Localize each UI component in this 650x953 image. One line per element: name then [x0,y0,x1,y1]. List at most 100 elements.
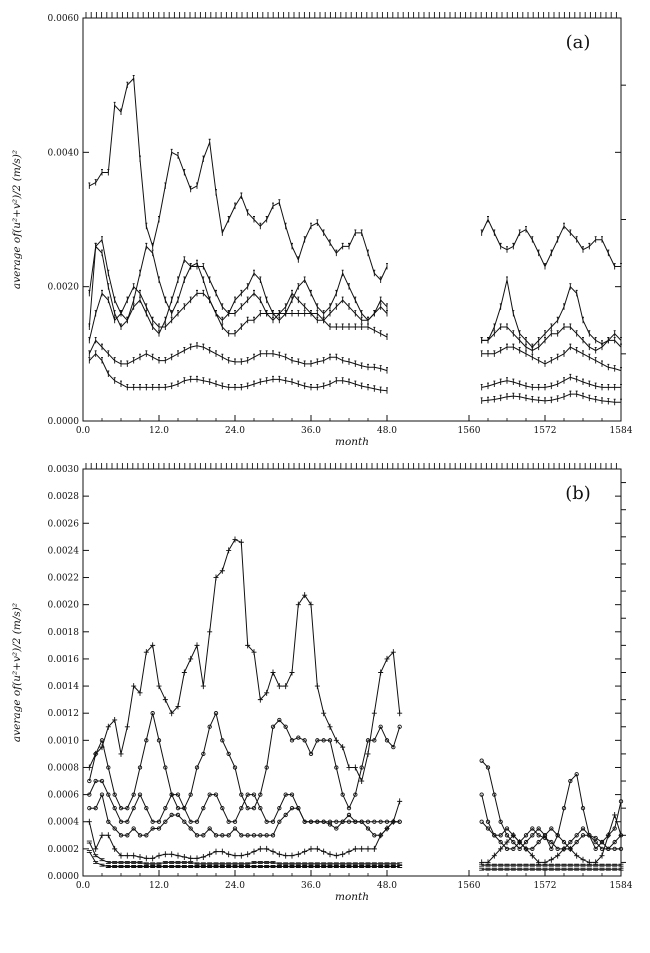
data-point [245,792,250,797]
data-point [101,236,103,243]
data-point [493,229,496,236]
data-point [126,81,129,89]
data-point [346,862,352,866]
data-point [593,863,599,867]
data-point [518,347,521,354]
data-point [612,867,618,871]
data-point [227,357,230,364]
series-line [88,841,400,865]
data-point [189,343,192,351]
data-point [175,852,181,859]
data-point [208,138,211,146]
data-point [574,852,580,859]
data-point [120,380,122,388]
data-point [353,792,358,797]
data-point [143,862,149,866]
data-point [188,860,194,864]
data-point [574,833,579,838]
y-tick-label: 0.0000 [48,872,80,882]
data-point [563,350,565,357]
data-point [156,865,162,868]
data-point [618,846,624,852]
data-point [397,862,403,866]
x-tick-label: 36.0 [301,881,321,891]
data-point [175,865,181,868]
data-point [618,832,624,839]
data-point [112,865,118,868]
data-point [213,711,219,716]
data-point [308,601,314,608]
data-point [390,862,396,866]
data-point [367,249,369,257]
data-point [126,296,129,304]
data-point [506,393,508,400]
data-point [599,839,605,845]
data-point [504,826,510,831]
data-point [170,296,173,304]
data-point [397,798,403,805]
data-point [87,778,92,784]
data-point [563,222,565,230]
data-point [367,383,369,391]
data-point [156,738,162,743]
data-point [561,845,567,852]
x-axis-label: month [335,436,369,448]
data-point [240,192,243,199]
data-point [316,303,319,310]
data-point [183,303,186,310]
data-point [340,744,346,751]
data-point [259,378,262,386]
y-tick-label: 0.0000 [48,417,80,427]
x-tick-label: 36.0 [301,426,321,436]
data-point [530,846,535,852]
data-point [322,310,325,317]
data-point [544,397,546,404]
data-point [569,373,572,381]
data-point [525,394,527,402]
data-point [295,862,301,866]
data-point [529,867,535,871]
data-point [594,382,597,390]
data-point [555,846,560,852]
data-point [202,289,205,297]
data-point [137,765,143,770]
data-point [563,377,565,384]
data-point [289,852,295,859]
data-point [131,792,136,797]
data-point [112,845,118,852]
data-point [94,242,97,250]
data-point [569,343,572,351]
data-point [612,811,618,818]
data-point [175,806,181,811]
data-point [113,101,116,109]
data-point [207,865,213,868]
series-2 [87,711,624,852]
data-point [245,642,251,649]
data-point [567,863,573,867]
data-point [618,867,624,871]
data-point [359,778,365,785]
data-point [480,397,483,404]
y-tick-label: 0.0012 [48,709,80,719]
data-point [139,383,141,391]
data-point [145,383,148,391]
data-point [194,819,200,824]
data-point [303,382,306,390]
data-point [327,819,333,824]
data-point [504,863,510,867]
data-point [354,323,357,330]
data-point [391,744,396,750]
data-point [582,378,584,386]
data-point [297,380,300,388]
data-point [327,851,333,858]
data-point [213,865,219,868]
data-point [512,343,515,351]
data-point [220,738,225,743]
data-point [346,812,352,818]
data-point [296,806,301,811]
data-point [207,862,213,866]
data-point [550,249,553,257]
y-tick-label: 0.0004 [48,818,80,828]
data-point [245,833,250,838]
data-point [529,852,535,859]
